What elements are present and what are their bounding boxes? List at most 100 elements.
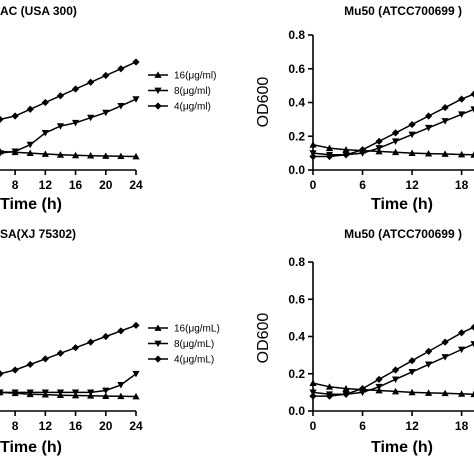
data-point bbox=[0, 115, 4, 123]
data-point bbox=[132, 321, 140, 329]
data-point bbox=[102, 392, 110, 399]
data-point bbox=[325, 383, 334, 390]
data-point bbox=[408, 131, 416, 139]
data-point bbox=[408, 149, 416, 157]
legend-entry: 16(μg/mL) bbox=[174, 324, 220, 335]
legend-marker bbox=[154, 355, 162, 363]
data-point bbox=[102, 109, 110, 117]
x-tick-label: 12 bbox=[39, 178, 53, 192]
data-point bbox=[408, 120, 416, 129]
data-point bbox=[0, 389, 4, 396]
data-point bbox=[441, 150, 449, 157]
chart-title: AC (USA 300) bbox=[0, 4, 77, 18]
data-point bbox=[424, 389, 433, 396]
data-point bbox=[375, 137, 383, 145]
data-point bbox=[424, 150, 433, 157]
data-point bbox=[56, 123, 65, 130]
data-point bbox=[358, 146, 367, 154]
data-point bbox=[424, 124, 433, 132]
data-point bbox=[391, 387, 400, 395]
data-point bbox=[375, 145, 383, 152]
data-point bbox=[391, 366, 400, 374]
x-tick-label: 0 bbox=[310, 178, 317, 192]
data-point bbox=[358, 385, 367, 393]
data-point bbox=[132, 152, 140, 160]
data-point bbox=[87, 338, 95, 346]
data-point bbox=[102, 332, 110, 341]
data-point bbox=[309, 379, 317, 386]
data-point bbox=[325, 392, 334, 400]
data-point bbox=[26, 360, 34, 369]
data-point bbox=[0, 370, 4, 378]
data-point bbox=[87, 78, 95, 86]
panel-ac-usa300: AC (USA 300) 8 12 16 20 24 Time (h) 16(μg/ml) 8(… bbox=[0, 4, 216, 213]
y-tick-label: 0.0 bbox=[288, 163, 305, 177]
series-line bbox=[313, 326, 474, 397]
data-point bbox=[117, 152, 125, 160]
data-point bbox=[391, 376, 400, 383]
data-point bbox=[71, 344, 80, 352]
data-point bbox=[375, 375, 383, 383]
data-point bbox=[458, 95, 466, 103]
data-point bbox=[117, 65, 125, 73]
x-tick-label: 6 bbox=[359, 178, 366, 192]
x-tick-label: 8 bbox=[12, 178, 19, 192]
data-point bbox=[0, 150, 4, 157]
data-point bbox=[56, 349, 65, 357]
x-axis-label: Time (h) bbox=[371, 439, 433, 456]
data-point bbox=[470, 390, 474, 398]
data-point bbox=[87, 114, 95, 122]
chart-title: Mu50 (ATCC700699 ) bbox=[344, 4, 462, 18]
x-tick-label: 16 bbox=[69, 419, 83, 433]
data-point bbox=[117, 392, 125, 400]
data-point bbox=[458, 111, 466, 118]
x-tick-label: 24 bbox=[129, 419, 143, 433]
data-point bbox=[441, 118, 449, 125]
data-point bbox=[132, 58, 140, 66]
x-tick-label: 18 bbox=[455, 178, 469, 192]
y-tick-label: 0.2 bbox=[288, 367, 305, 381]
data-point bbox=[11, 366, 19, 374]
x-tick-label: 24 bbox=[129, 178, 143, 192]
data-point bbox=[408, 357, 416, 365]
data-point bbox=[41, 129, 49, 137]
series-line bbox=[313, 93, 474, 158]
data-point bbox=[102, 152, 110, 159]
data-point bbox=[470, 106, 474, 113]
panel-sa-xj75302: SA(XJ 75302) 8 12 16 20 24 Time (h) 16(μg/mL) 8(… bbox=[0, 227, 220, 456]
data-point bbox=[132, 370, 140, 378]
data-point bbox=[470, 341, 474, 348]
y-tick-label: 0.8 bbox=[288, 255, 305, 269]
data-point bbox=[458, 346, 466, 354]
data-point bbox=[309, 141, 317, 148]
series-line bbox=[0, 98, 137, 154]
data-point bbox=[470, 323, 474, 331]
data-point bbox=[102, 71, 110, 80]
x-tick-label: 16 bbox=[69, 178, 83, 192]
data-point bbox=[11, 389, 19, 396]
data-point bbox=[391, 138, 400, 145]
data-point bbox=[391, 148, 400, 156]
data-point bbox=[441, 103, 449, 112]
data-point bbox=[325, 152, 334, 161]
y-tick-label: 0.2 bbox=[288, 129, 305, 143]
data-point bbox=[391, 129, 400, 137]
chart-title: Mu50 (ATCC700699 ) bbox=[344, 227, 462, 241]
data-point bbox=[342, 390, 350, 398]
data-point bbox=[87, 389, 95, 396]
data-point bbox=[470, 151, 474, 158]
data-point bbox=[71, 151, 80, 159]
y-axis-label: OD600 bbox=[255, 313, 272, 364]
legend-entry: 4(μg/mL) bbox=[174, 355, 214, 366]
data-point bbox=[441, 389, 449, 397]
legend-entry: 16(μg/ml) bbox=[174, 71, 216, 82]
data-point bbox=[309, 392, 317, 400]
series-line bbox=[0, 61, 137, 121]
data-point bbox=[309, 152, 317, 161]
data-point bbox=[87, 152, 95, 159]
data-point bbox=[71, 389, 80, 396]
x-axis-label: Time (h) bbox=[0, 196, 62, 213]
legend-entry: 4(μg/ml) bbox=[174, 102, 211, 113]
data-point bbox=[26, 149, 34, 157]
